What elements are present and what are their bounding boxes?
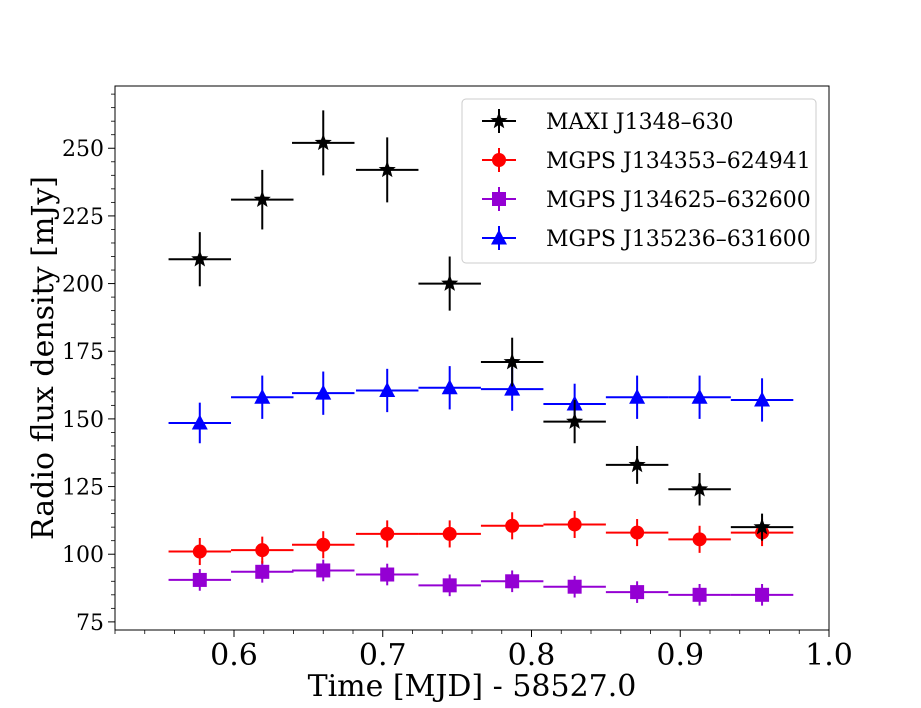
series-circle	[168, 510, 794, 566]
y-tick-label: 200	[62, 273, 104, 298]
x-axis-label: Time [MJD] - 58527.0	[308, 669, 637, 704]
data-point	[380, 526, 395, 541]
y-tick-label: 125	[62, 476, 104, 501]
data-point	[567, 579, 582, 594]
data-point	[441, 274, 459, 291]
data-point	[254, 388, 271, 404]
data-point	[316, 537, 331, 552]
data-point	[192, 572, 207, 587]
legend-entry: MAXI J1348–630	[482, 109, 734, 135]
data-point	[441, 379, 458, 395]
data-point	[505, 574, 520, 589]
y-tick-label: 75	[76, 611, 104, 636]
data-point	[692, 532, 707, 547]
data-point	[755, 587, 770, 602]
data-point	[378, 160, 396, 178]
data-point	[192, 544, 207, 559]
series-square	[168, 559, 794, 606]
data-point	[315, 384, 332, 400]
legend-marker	[491, 229, 507, 245]
legend-entry: MGPS J134625–632600	[482, 187, 811, 213]
x-tick-label: 0.9	[656, 638, 704, 673]
data-point	[504, 380, 521, 396]
y-axis-label: Radio flux density [mJy]	[26, 176, 61, 540]
legend-label: MGPS J135236–631600	[546, 227, 811, 252]
legend-label: MGPS J134353–624941	[546, 149, 811, 174]
legend: MAXI J1348–630 MGPS J134353–624941 MGPS J1…	[461, 98, 817, 264]
data-point	[255, 564, 270, 579]
legend-marker	[490, 112, 508, 129]
data-point	[253, 190, 271, 207]
data-point	[754, 391, 771, 407]
data-point	[191, 250, 209, 267]
data-point	[505, 518, 520, 533]
data-point	[753, 518, 771, 535]
legend-marker	[492, 192, 506, 206]
x-tick-label: 0.8	[508, 638, 556, 673]
data-point	[314, 133, 332, 151]
y-tick-label: 175	[62, 340, 104, 365]
y-tick-label: 100	[62, 543, 104, 568]
series-triangle	[168, 366, 794, 444]
data-point	[629, 388, 646, 404]
data-point	[567, 517, 582, 532]
data-series	[168, 110, 794, 606]
data-point	[628, 455, 646, 473]
x-tick-label: 0.7	[359, 638, 407, 673]
y-tick-label: 250	[62, 137, 104, 162]
plot-frame	[114, 85, 830, 631]
data-point	[566, 412, 584, 429]
legend-box	[461, 98, 817, 264]
data-point	[316, 563, 331, 578]
data-point	[692, 587, 707, 602]
legend-label: MGPS J134625–632600	[546, 188, 811, 213]
data-point	[380, 567, 395, 582]
y-tick-label: 150	[62, 408, 104, 433]
x-tick-label: 0.6	[210, 638, 258, 673]
legend-marker	[492, 153, 506, 167]
data-point	[503, 353, 521, 370]
data-point	[630, 525, 645, 540]
x-tick-label: 1.0	[805, 638, 853, 673]
data-point	[379, 381, 396, 397]
data-point	[630, 585, 645, 600]
data-point	[255, 543, 270, 558]
legend-entry: MGPS J135236–631600	[482, 226, 811, 252]
legend-label: MAXI J1348–630	[546, 110, 734, 135]
data-point	[191, 414, 208, 430]
series-star	[168, 110, 794, 541]
legend-entry: MGPS J134353–624941	[482, 148, 811, 174]
data-point	[691, 480, 709, 497]
data-point	[442, 578, 457, 593]
axis-ticks: 0.6 0.7 0.8 0.9 1.0 75 100 125 150 175 200 225 250	[62, 93, 853, 673]
data-point	[691, 388, 708, 404]
y-tick-label: 225	[62, 205, 104, 230]
data-point	[442, 526, 457, 541]
